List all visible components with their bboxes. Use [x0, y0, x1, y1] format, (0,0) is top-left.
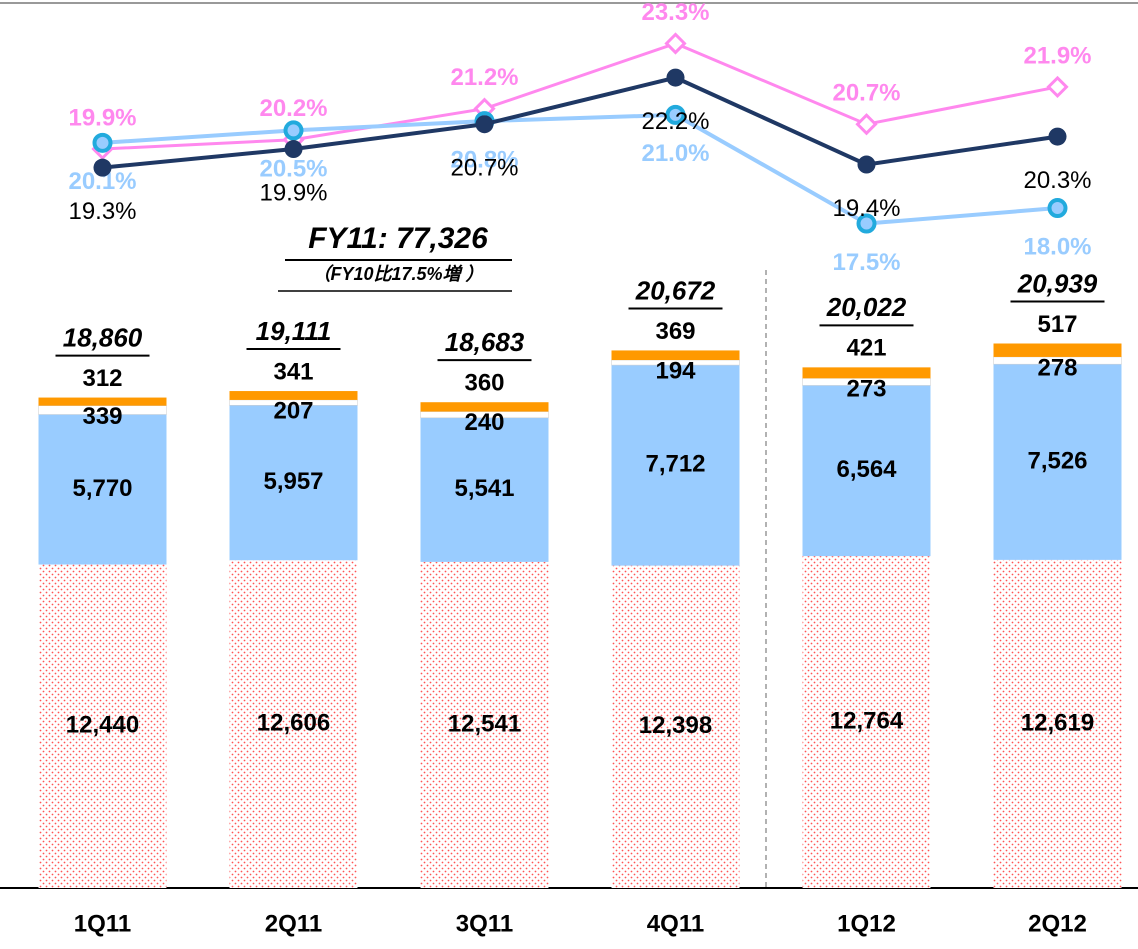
total-label: 19,111 [256, 316, 332, 346]
x-tick-label: 2Q12 [1028, 910, 1087, 937]
bar-segment [420, 417, 549, 562]
line-label: 19.4% [832, 195, 900, 222]
marker [475, 115, 494, 134]
bar-segment [611, 565, 740, 888]
value-label: 194 [655, 357, 696, 384]
marker [284, 140, 303, 159]
value-label: 517 [1037, 311, 1077, 338]
bar-segment [802, 556, 931, 888]
line-label: 19.9% [68, 104, 136, 131]
bar-segment [993, 343, 1122, 357]
bar-segment [611, 350, 740, 361]
bar-segment [38, 414, 167, 565]
line-label: 20.7% [832, 80, 900, 107]
line-label: 20.2% [259, 95, 327, 122]
total-label: 20,672 [635, 275, 716, 305]
line-label: 22.2% [641, 108, 709, 135]
annotation: FY11: 77,326 [308, 222, 488, 255]
value-label: 6,564 [836, 456, 897, 483]
x-tick-label: 4Q11 [647, 910, 704, 937]
bar-segment [229, 560, 358, 888]
value-label: 360 [464, 370, 504, 397]
total-label: 18,683 [445, 327, 525, 357]
line-label: 20.8% [450, 146, 518, 173]
value-label: 12,398 [639, 712, 712, 739]
marker [93, 158, 112, 177]
line [102, 112, 1058, 226]
line-label: 19.9% [259, 179, 327, 206]
marker [855, 113, 878, 136]
bar-segment [802, 385, 931, 557]
value-label: 369 [655, 318, 695, 345]
marker [1048, 127, 1067, 146]
value-label: 312 [82, 365, 122, 392]
bar-segment [802, 367, 931, 379]
line-label: 21.0% [641, 140, 709, 167]
value-label: 341 [273, 358, 313, 385]
marker [92, 132, 113, 153]
value-label: 240 [464, 409, 504, 436]
bar-segment [993, 364, 1122, 560]
x-tick-label: 1Q11 [74, 910, 131, 937]
value-label: 12,606 [257, 709, 330, 736]
value-label: 7,526 [1027, 447, 1087, 474]
value-label: 12,440 [66, 712, 139, 739]
line [102, 75, 1058, 170]
marker [857, 155, 876, 174]
line-label: 20.7% [450, 155, 518, 182]
line [102, 41, 1058, 151]
x-tick-label: 2Q11 [265, 910, 322, 937]
annotation: （FY10比17.5%増 ） [312, 264, 483, 284]
line-label: 19.3% [68, 198, 136, 225]
total-label: 18,860 [63, 322, 143, 352]
value-label: 5,541 [454, 475, 514, 502]
marker [283, 120, 304, 141]
marker [1047, 198, 1068, 219]
bar-segment [993, 559, 1122, 888]
x-tick-label: 1Q12 [837, 910, 896, 937]
marker [666, 68, 685, 87]
marker [664, 32, 687, 55]
bar-segment [229, 391, 358, 400]
line-label: 20.5% [259, 156, 327, 183]
x-tick-label: 3Q11 [456, 910, 513, 937]
line-label: 23.3% [641, 0, 709, 26]
value-label: 339 [82, 403, 122, 430]
value-label: 5,957 [263, 468, 323, 495]
marker [1046, 75, 1069, 99]
bar-segment [420, 402, 549, 412]
line-label: 18.0% [1023, 233, 1091, 260]
marker [665, 104, 686, 125]
value-label: 12,764 [830, 707, 904, 734]
value-label: 5,770 [72, 475, 132, 502]
bar-segment [420, 561, 549, 888]
bar-segment [38, 564, 167, 888]
line-label: 21.9% [1023, 42, 1091, 69]
total-label: 20,939 [1017, 268, 1098, 298]
line-label: 17.5% [832, 249, 900, 276]
line-label: 20.3% [1023, 167, 1091, 194]
value-label: 7,712 [645, 451, 705, 478]
bar-segment [611, 365, 740, 566]
marker [856, 213, 877, 234]
line-label: 21.2% [450, 64, 518, 91]
value-label: 421 [846, 335, 886, 362]
value-label: 207 [273, 397, 313, 424]
value-label: 278 [1037, 354, 1077, 381]
value-label: 273 [846, 376, 886, 403]
bar-segment [229, 405, 358, 561]
value-label: 12,541 [448, 710, 521, 737]
bar-segment [38, 397, 167, 406]
value-label: 12,619 [1021, 709, 1094, 736]
total-label: 20,022 [826, 292, 907, 322]
